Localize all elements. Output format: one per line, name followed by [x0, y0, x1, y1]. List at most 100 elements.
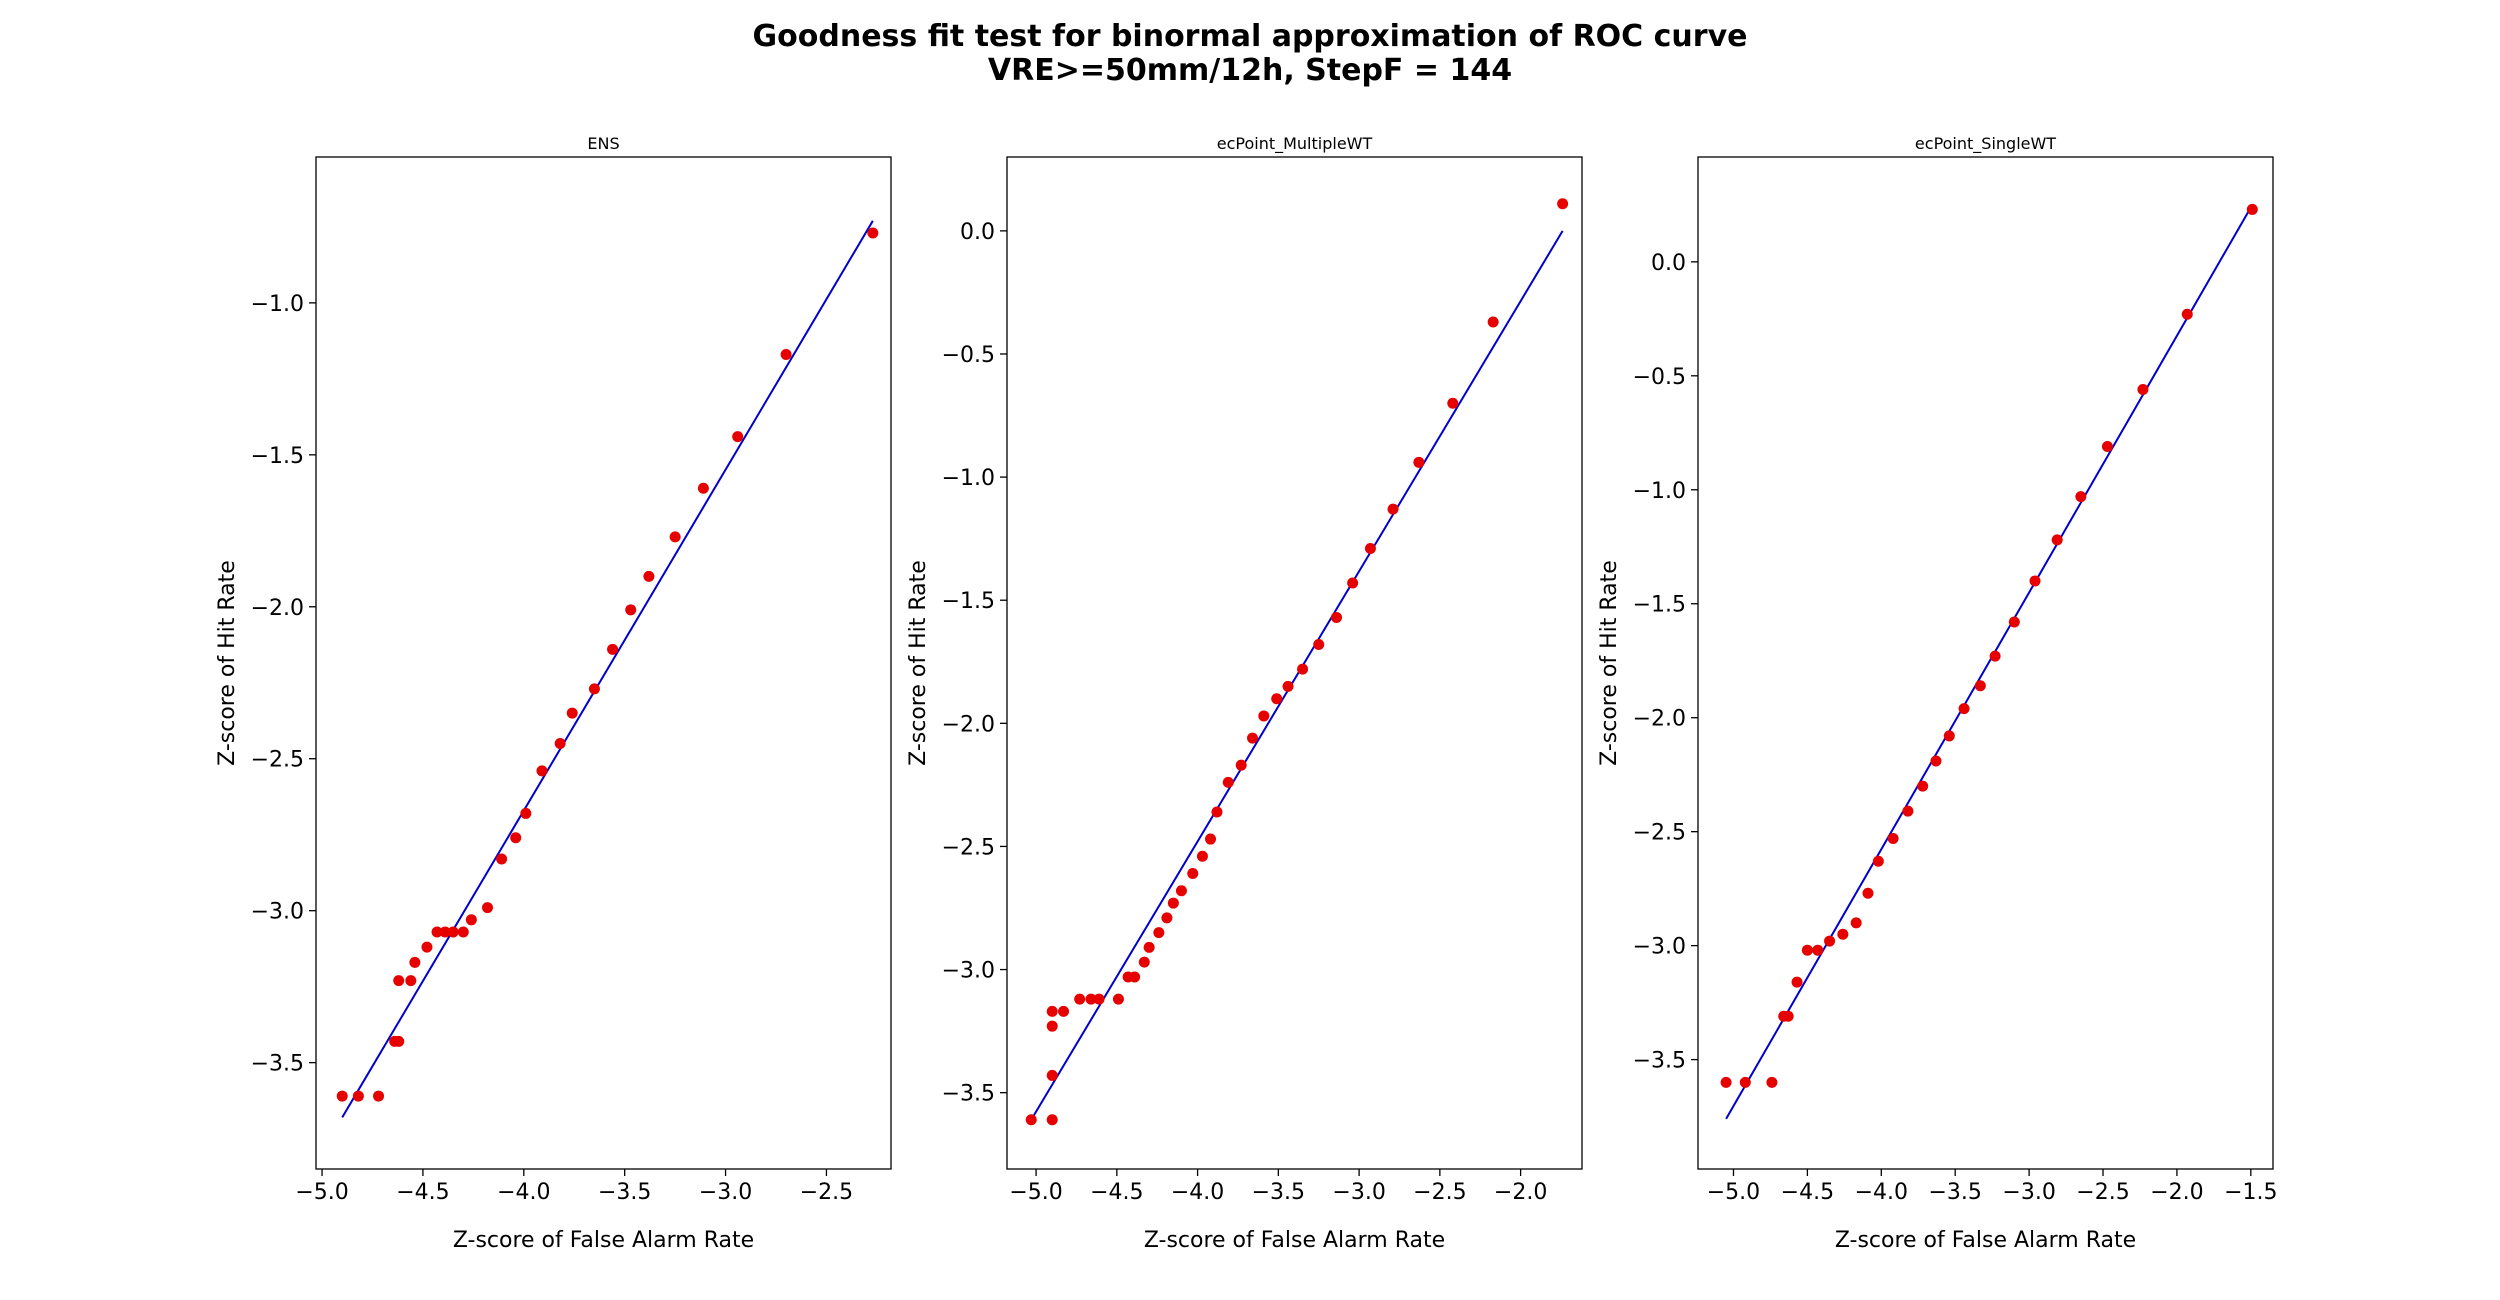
y-tick-label: −3.5 [251, 1052, 304, 1077]
x-tick-label: −4.0 [1171, 1180, 1224, 1205]
x-tick-label: −4.0 [1855, 1180, 1908, 1205]
data-point [421, 941, 433, 953]
data-point [697, 482, 709, 494]
x-tick-label: −3.5 [1252, 1180, 1305, 1205]
y-tick-label: −2.5 [1633, 821, 1686, 846]
data-point [447, 926, 459, 938]
y-tick-label: −2.0 [251, 596, 304, 621]
data-point [1487, 316, 1499, 328]
data-point [1211, 806, 1223, 818]
data-point [1902, 805, 1914, 817]
y-tick-label: −3.5 [1633, 1049, 1686, 1074]
panel-ecpoint-multiplewt: ecPoint_MultipleWT −5.0 −4.5 −4.0 −3.5 −3.0 −2… [906, 134, 1583, 1253]
data-point [1205, 833, 1217, 845]
data-point [1850, 917, 1862, 929]
data-point [1247, 732, 1259, 744]
x-tick-label: −5.0 [295, 1180, 348, 1205]
data-point [643, 570, 655, 582]
plot-area [315, 156, 892, 1170]
data-point [1330, 611, 1342, 623]
data-point [457, 926, 469, 938]
y-tick-label: −1.5 [942, 589, 995, 614]
data-point [1161, 912, 1173, 924]
x-tick-label: −2.0 [1494, 1180, 1547, 1205]
data-point [2008, 616, 2020, 628]
data-point [1989, 650, 2001, 662]
y-tick-label: −1.0 [251, 292, 304, 317]
data-point [1958, 703, 1970, 715]
x-tick-label: −4.5 [1090, 1180, 1143, 1205]
data-point [1297, 663, 1309, 675]
data-point [496, 853, 508, 865]
data-point [405, 975, 417, 987]
data-point [1413, 456, 1425, 468]
x-tick-label: −3.5 [1928, 1180, 1981, 1205]
data-point [1313, 639, 1325, 651]
y-tick-label: −2.5 [942, 835, 995, 860]
data-point [2075, 491, 2087, 503]
data-point [669, 531, 681, 543]
y-tick-label: −0.5 [1633, 365, 1686, 390]
data-point [2051, 534, 2063, 546]
data-point [431, 926, 443, 938]
data-point [1862, 887, 1874, 899]
data-point [409, 956, 421, 968]
x-axis-label: Z-score of False Alarm Rate [1835, 1228, 2136, 1253]
y-tick-label: −1.5 [251, 444, 304, 469]
y-tick-label: −3.0 [1633, 935, 1686, 960]
x-tick-label: −2.5 [800, 1180, 853, 1205]
data-point [2246, 203, 2258, 215]
data-point [1046, 1114, 1058, 1126]
y-tick-label: −2.5 [251, 748, 304, 773]
y-tick-label: −3.0 [942, 959, 995, 984]
data-point [1837, 928, 1849, 940]
data-point [393, 975, 405, 987]
x-tick-label: −5.0 [1707, 1180, 1760, 1205]
x-tick-label: −4.0 [497, 1180, 550, 1205]
plot-area [1697, 156, 2274, 1170]
data-point [1187, 868, 1199, 880]
data-point [566, 707, 578, 719]
panel-title: ENS [587, 134, 619, 153]
x-tick-label: −1.5 [2224, 1180, 2277, 1205]
x-axis-label: Z-score of False Alarm Rate [1144, 1228, 1445, 1253]
x-tick-label: −2.5 [1413, 1180, 1466, 1205]
data-point [1143, 941, 1155, 953]
data-point [336, 1090, 348, 1102]
data-point [1058, 1005, 1070, 1017]
data-point [536, 765, 548, 777]
data-point [1153, 927, 1165, 939]
panel-ecpoint-singlewt: ecPoint_SingleWT −5.0 −4.5 −4.0 −3.5 −3.0 −2.5… [1597, 134, 2278, 1253]
data-point [1766, 1076, 1778, 1088]
data-point [1739, 1076, 1751, 1088]
data-point [1791, 976, 1803, 988]
panel-title: ecPoint_MultipleWT [1217, 134, 1373, 154]
y-tick-label: −1.0 [1633, 479, 1686, 504]
panel-ens: ENS −5.0 −4.5 −4.0 −3.5 −3.0 −2.5 −3.5 −3.0 −2.5 −… [215, 134, 892, 1253]
x-tick-label: −2.0 [2150, 1180, 2203, 1205]
y-tick-label: −0.5 [942, 343, 995, 368]
y-axis-label: Z-score of Hit Rate [215, 560, 240, 766]
data-point [1167, 897, 1179, 909]
x-tick-label: −3.0 [2002, 1180, 2055, 1205]
plot-area [1006, 156, 1583, 1170]
y-tick-label: 0.0 [960, 220, 995, 245]
data-point [1720, 1076, 1732, 1088]
data-point [1282, 680, 1294, 692]
data-point [510, 832, 522, 844]
data-point [1347, 577, 1359, 589]
data-point [1824, 935, 1836, 947]
data-point [554, 738, 566, 750]
data-point [1112, 993, 1124, 1005]
data-point [1782, 1010, 1794, 1022]
data-point [1943, 730, 1955, 742]
data-point [780, 349, 792, 361]
data-point [481, 902, 493, 914]
data-point [607, 643, 619, 655]
x-tick-label: −3.5 [598, 1180, 651, 1205]
y-axis-label: Z-score of Hit Rate [906, 560, 931, 766]
x-tick-label: −3.0 [699, 1180, 752, 1205]
data-point [1129, 971, 1141, 983]
data-point [2029, 575, 2041, 587]
data-point [1175, 885, 1187, 897]
